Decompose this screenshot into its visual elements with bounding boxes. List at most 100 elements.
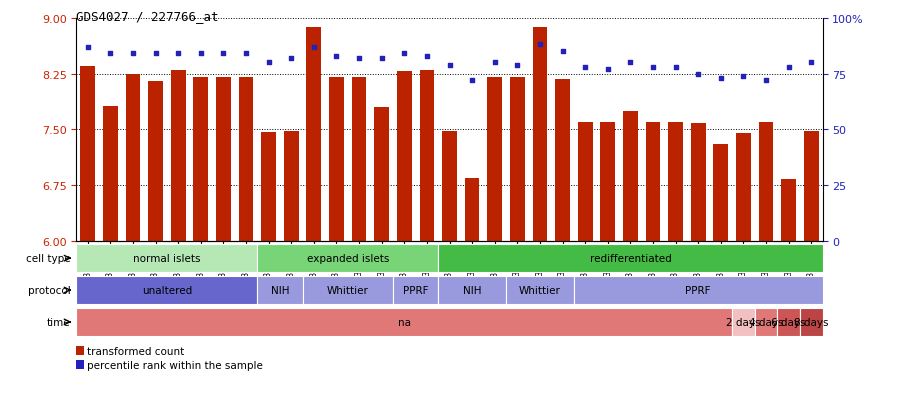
Point [329,53,343,60]
Bar [532,28,547,242]
Text: normal islets: normal islets [133,254,200,263]
Text: protocol: protocol [28,285,70,295]
Bar [352,78,367,242]
Text: NIH: NIH [463,285,481,295]
Point [623,60,637,66]
Point [759,78,773,84]
Bar [487,78,502,242]
FancyBboxPatch shape [393,276,438,305]
Text: na: na [397,317,411,327]
Text: time: time [47,317,70,327]
Bar [80,67,95,242]
Point [262,60,276,66]
Bar [76,361,84,369]
Bar [465,178,479,242]
FancyBboxPatch shape [755,308,778,337]
Text: transformed count: transformed count [87,346,184,356]
FancyBboxPatch shape [778,308,800,337]
Text: expanded islets: expanded islets [307,254,389,263]
Text: 6 days: 6 days [771,317,806,327]
Point [487,60,502,66]
Bar [645,123,661,242]
Bar [238,78,254,242]
Bar [216,78,231,242]
FancyBboxPatch shape [438,276,506,305]
Point [103,51,118,57]
Bar [284,132,298,242]
Text: PPRF: PPRF [685,285,711,295]
Bar [623,112,637,242]
Point [578,64,592,71]
Point [533,42,547,49]
Bar [714,145,728,242]
Bar [420,71,434,242]
Bar [262,132,276,242]
FancyBboxPatch shape [76,244,257,273]
FancyBboxPatch shape [76,276,257,305]
Bar [510,78,525,242]
Point [781,64,796,71]
Point [216,51,230,57]
Text: 8 days: 8 days [794,317,829,327]
FancyBboxPatch shape [574,276,823,305]
Point [193,51,208,57]
Point [148,51,163,57]
FancyBboxPatch shape [506,276,574,305]
Point [736,73,751,80]
FancyBboxPatch shape [76,308,732,337]
Point [601,66,615,73]
Bar [668,123,683,242]
Bar [804,132,819,242]
Point [442,62,457,69]
Point [669,64,683,71]
Point [465,78,479,84]
Text: Whittier: Whittier [327,285,369,295]
Bar [76,347,84,356]
Point [556,49,570,55]
Bar [329,78,343,242]
Bar [148,82,163,242]
Point [307,44,321,51]
Bar [193,78,209,242]
Point [352,55,366,62]
Point [239,51,254,57]
Point [397,51,412,57]
FancyBboxPatch shape [257,276,303,305]
Text: 4 days: 4 days [749,317,783,327]
Point [691,71,706,78]
Point [284,55,298,62]
Text: cell type: cell type [26,254,70,263]
Bar [556,80,570,242]
FancyBboxPatch shape [800,308,823,337]
FancyBboxPatch shape [732,308,755,337]
Bar [759,123,773,242]
Point [81,44,95,51]
Text: 2 days: 2 days [726,317,761,327]
Bar [578,123,592,242]
Text: redifferentiated: redifferentiated [590,254,672,263]
Bar [442,132,457,242]
Bar [307,28,321,242]
Text: GDS4027 / 227766_at: GDS4027 / 227766_at [76,10,219,23]
FancyBboxPatch shape [438,244,823,273]
Point [126,51,140,57]
Point [645,64,660,71]
Bar [103,106,118,242]
Bar [781,180,796,242]
Text: Whittier: Whittier [519,285,561,295]
Point [420,53,434,60]
Point [375,55,389,62]
Text: percentile rank within the sample: percentile rank within the sample [87,360,263,370]
Point [804,60,818,66]
Bar [171,71,185,242]
FancyBboxPatch shape [303,276,393,305]
Text: NIH: NIH [271,285,289,295]
Text: PPRF: PPRF [403,285,428,295]
Bar [397,72,412,242]
Point [510,62,524,69]
FancyBboxPatch shape [257,244,438,273]
Point [714,76,728,82]
Bar [374,108,389,242]
Bar [601,123,615,242]
Text: unaltered: unaltered [142,285,192,295]
